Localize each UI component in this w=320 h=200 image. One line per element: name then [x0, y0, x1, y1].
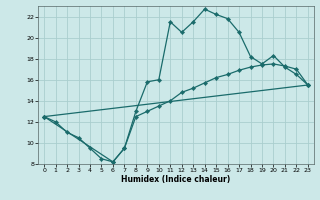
X-axis label: Humidex (Indice chaleur): Humidex (Indice chaleur) — [121, 175, 231, 184]
